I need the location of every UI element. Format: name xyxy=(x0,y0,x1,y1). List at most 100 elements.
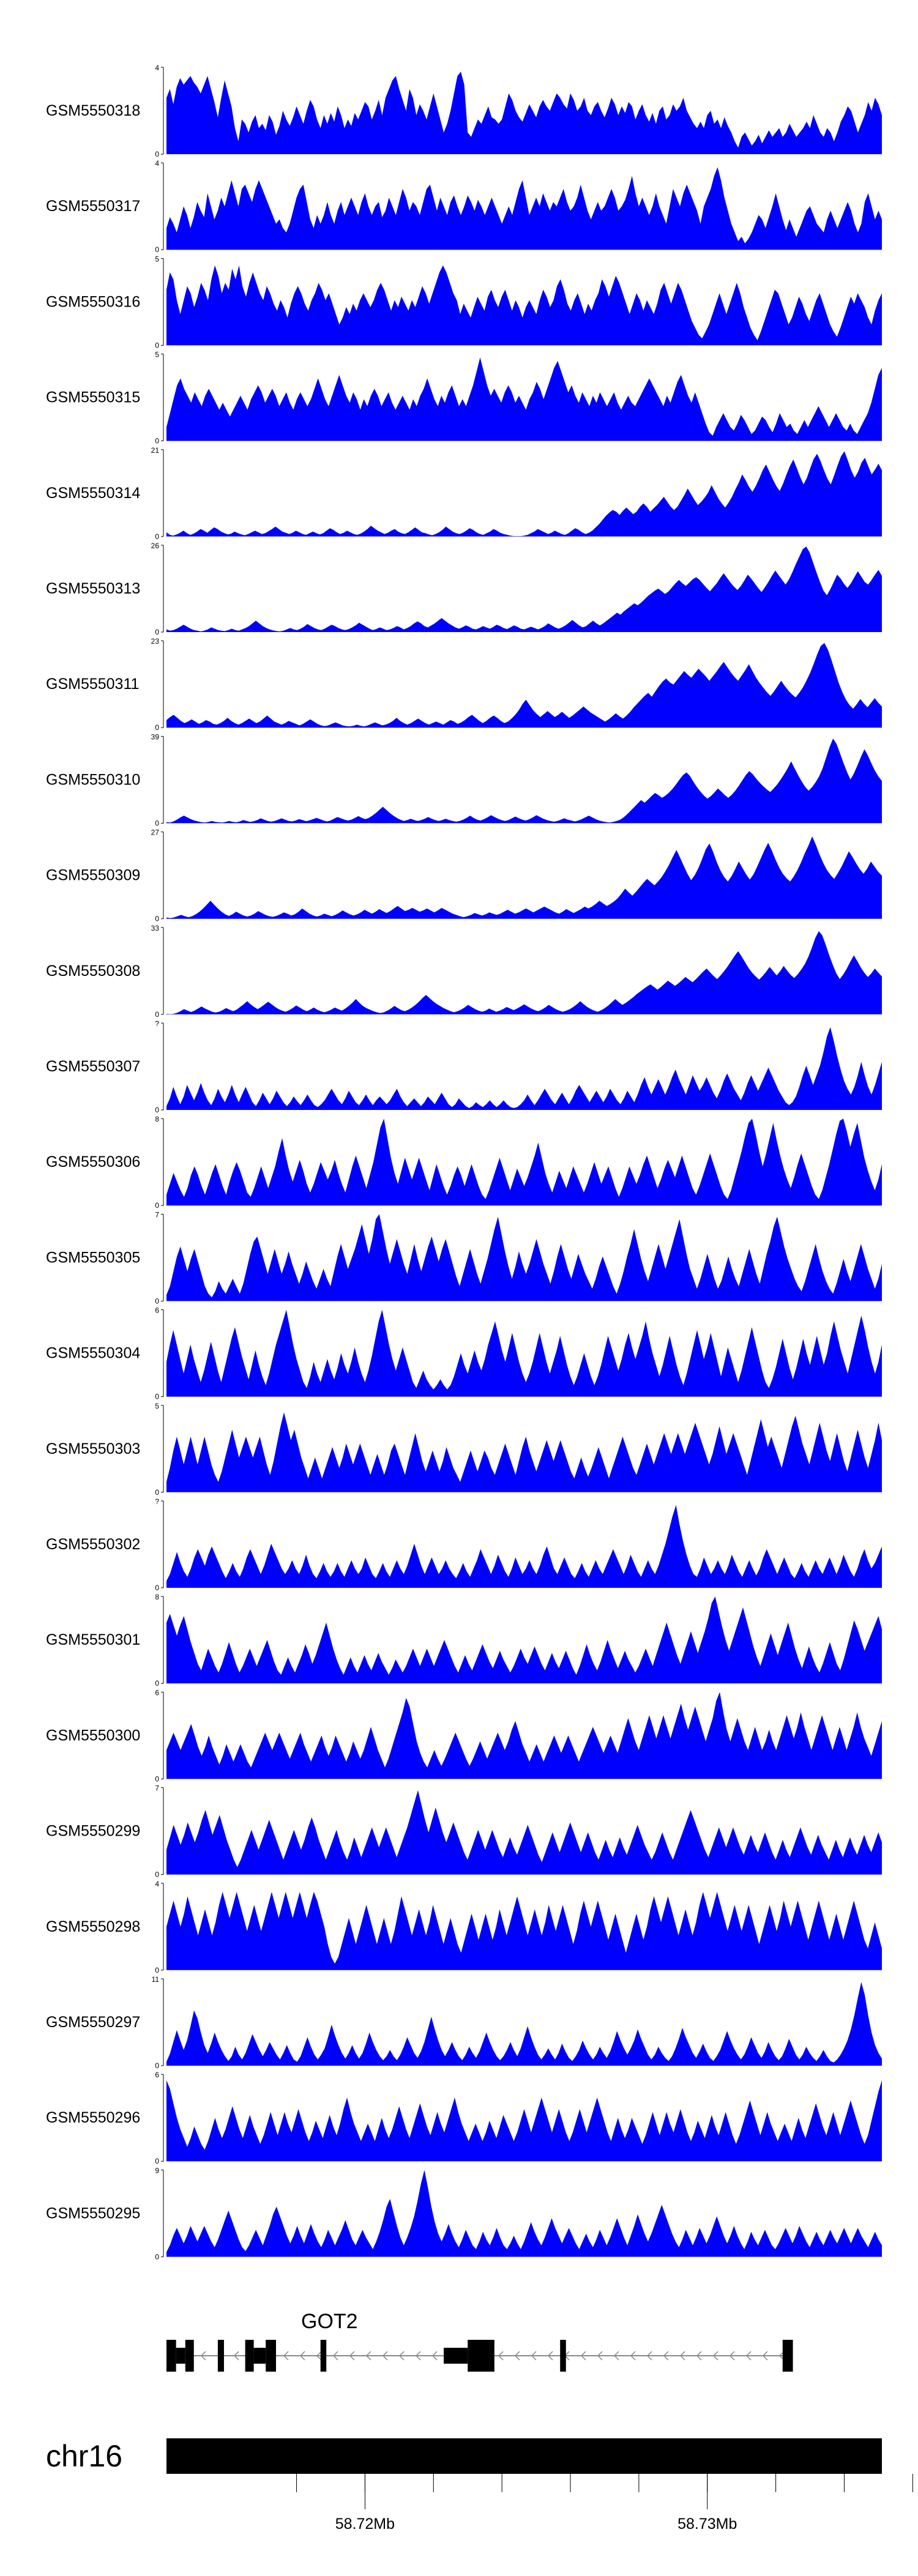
strand-chevron xyxy=(597,2351,603,2361)
coverage-area xyxy=(166,1596,882,1684)
coverage-area xyxy=(166,1027,882,1110)
coverage-area xyxy=(166,739,882,824)
y-tick-label-max: 9 xyxy=(155,2166,159,2175)
strand-chevron xyxy=(745,2351,752,2361)
y-tick-label-min: 0 xyxy=(155,341,159,349)
chromosome-axis-track: chr16 58.72Mb 58.73Mb xyxy=(46,2438,913,2533)
coverage-track: GSM5550298 4 0 xyxy=(46,1880,882,1975)
coverage-track: GSM5550318 4 0 xyxy=(46,64,882,158)
exon xyxy=(217,2340,224,2372)
strand-chevron xyxy=(299,2351,305,2361)
coverage-area xyxy=(166,357,882,441)
track-label: GSM5550295 xyxy=(46,2205,140,2222)
track-label: GSM5550301 xyxy=(46,1631,140,1648)
coverage-track: GSM5550314 21 0 xyxy=(46,446,882,541)
axis-tick-label: 58.72Mb xyxy=(335,2515,395,2533)
y-tick-label-max: ? xyxy=(155,1497,159,1506)
chromosome-bar xyxy=(166,2438,882,2474)
exon xyxy=(560,2340,566,2372)
track-label: GSM5550302 xyxy=(46,1536,140,1553)
y-tick-label-max: 5 xyxy=(155,1402,159,1410)
track-label: GSM5550318 xyxy=(46,102,140,119)
track-label: GSM5550308 xyxy=(46,962,140,980)
coverage-area xyxy=(166,1892,882,1970)
coverage-track: GSM5550313 26 0 xyxy=(46,542,882,636)
strand-chevron xyxy=(316,2351,322,2361)
coverage-track: GSM5550299 7 0 xyxy=(46,1784,882,1879)
gene-track: GOT2 xyxy=(166,2310,793,2372)
strand-chevron xyxy=(778,2351,785,2361)
track-label: GSM5550296 xyxy=(46,2109,140,2126)
strand-chevron xyxy=(233,2351,239,2361)
strand-chevron xyxy=(729,2351,735,2361)
coverage-track: GSM5550302? 0 xyxy=(46,1497,882,1592)
y-tick-label-max: 23 xyxy=(151,637,160,646)
y-tick-label-max: 8 xyxy=(155,1115,159,1123)
track-label: GSM5550315 xyxy=(46,389,140,406)
coverage-area xyxy=(166,1214,882,1301)
strand-chevron xyxy=(283,2351,289,2361)
track-label: GSM5550309 xyxy=(46,867,140,884)
y-tick-label-min: 0 xyxy=(155,628,159,636)
exon xyxy=(320,2340,327,2372)
track-label: GSM5550314 xyxy=(46,485,140,502)
y-tick-label-max: 6 xyxy=(155,2071,159,2079)
track-label: GSM5550299 xyxy=(46,1823,140,1840)
track-label: GSM5550305 xyxy=(46,1249,140,1266)
coverage-track: GSM5550315 5 0 xyxy=(46,351,882,445)
track-label: GSM5550313 xyxy=(46,580,140,597)
coverage-track: GSM5550308 33 0 xyxy=(46,924,882,1019)
track-label: GSM5550303 xyxy=(46,1440,140,1457)
coverage-area xyxy=(166,451,882,537)
strand-chevron xyxy=(382,2351,388,2361)
coverage-area xyxy=(166,1982,882,2066)
exon xyxy=(253,2348,266,2364)
track-label: GSM5550317 xyxy=(46,198,140,215)
coverage-track: GSM5550295 9 0 xyxy=(46,2166,882,2261)
y-tick-label-max: 5 xyxy=(155,351,159,359)
y-tick-label-max: 6 xyxy=(155,1306,159,1315)
exon xyxy=(245,2340,254,2372)
coverage-track: GSM5550305 7 0 xyxy=(46,1210,882,1305)
y-tick-label-min: 0 xyxy=(155,1488,159,1497)
coverage-area xyxy=(166,1790,882,1875)
coverage-area xyxy=(166,265,882,346)
y-tick-label-max: 8 xyxy=(155,1593,159,1601)
coverage-track: GSM5550307? 0 xyxy=(46,1019,882,1114)
strand-chevron xyxy=(349,2351,355,2361)
y-tick-label-min: 0 xyxy=(155,150,159,158)
strand-chevron xyxy=(630,2351,636,2361)
coverage-area xyxy=(166,1692,882,1779)
exon xyxy=(185,2340,194,2372)
coverage-track: GSM5550309 27 0 xyxy=(46,828,882,923)
y-tick-label-min: 0 xyxy=(155,1871,159,1879)
exon xyxy=(176,2348,185,2364)
coverage-area xyxy=(166,1309,882,1397)
y-tick-label-max: 7 xyxy=(155,1784,159,1793)
y-tick-label-max: 21 xyxy=(151,446,160,455)
strand-chevron xyxy=(415,2351,421,2361)
y-tick-label-min: 0 xyxy=(155,437,159,445)
y-tick-label-min: 0 xyxy=(155,819,159,827)
track-label: GSM5550298 xyxy=(46,1918,140,1935)
y-tick-label-min: 0 xyxy=(155,723,159,732)
strand-chevron xyxy=(679,2351,685,2361)
track-label: GSM5550307 xyxy=(46,1058,140,1075)
coverage-area xyxy=(166,72,882,154)
y-tick-label-max: 4 xyxy=(155,1880,159,1888)
coverage-track: GSM5550296 6 0 xyxy=(46,2071,882,2165)
track-label: GSM5550300 xyxy=(46,1727,140,1744)
coverage-area xyxy=(166,1119,882,1206)
strand-chevron xyxy=(431,2351,438,2361)
strand-chevron xyxy=(547,2351,553,2361)
y-tick-label-min: 0 xyxy=(155,2252,159,2261)
coverage-area xyxy=(166,642,882,728)
coverage-tracks: GSM555031840GSM555031740GSM555031650GSM5… xyxy=(46,64,882,2261)
y-tick-label-max: 7 xyxy=(155,1210,159,1219)
strand-chevron xyxy=(200,2351,206,2361)
coverage-track: GSM5550304 6 0 xyxy=(46,1306,882,1401)
coverage-area xyxy=(166,1412,882,1492)
exon xyxy=(444,2348,468,2364)
y-tick-label-min: 0 xyxy=(155,1393,159,1401)
